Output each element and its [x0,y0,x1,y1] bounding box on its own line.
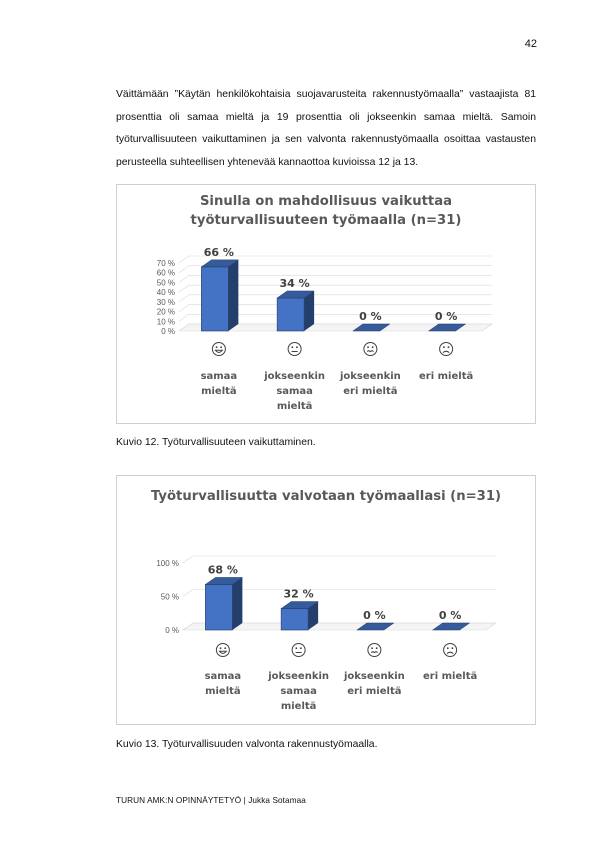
gridline-side [178,314,190,322]
category-label: eri mieltä [347,686,401,697]
data-label: 68 % [208,563,238,576]
bar-0 [200,259,240,332]
gridline-side [178,294,190,303]
category-label: samaa [205,671,242,682]
category-label: jokseenkin [343,671,405,682]
chart-title-line: Työturvallisuutta valvotaan työmaallasi … [151,489,501,504]
category-label: samaa [280,686,317,697]
data-label: 0 % [435,310,458,323]
bar-0 [204,577,244,631]
bar-1 [280,601,319,631]
neutral-face-icon [291,643,306,657]
data-label: 0 % [439,609,462,622]
category-label: eri mieltä [419,371,473,382]
data-label: 0 % [359,310,382,323]
bar-1 [276,290,315,332]
neutral-face-icon [287,342,302,356]
gridline-side [178,275,190,283]
category-label: samaa [276,386,313,397]
chart-title-line: työturvallisuuteen työmaalla (n=31) [191,213,462,228]
page-footer: TURUN AMK:N OPINNÄYTETYÖ | Jukka Sotamaa [116,796,306,805]
y-tick-label: 20 % [157,308,175,317]
category-label: mieltä [277,401,313,412]
chart-13: Työturvallisuutta valvotaan työmaallasi … [116,475,536,725]
y-tick-label: 50 % [157,278,175,287]
data-label: 32 % [284,588,314,601]
gridline-side [178,284,190,293]
data-label: 34 % [280,277,310,290]
tense-face-icon [363,342,378,356]
bar-2 [352,323,391,332]
grinning-face-icon [215,643,230,657]
grinning-face-icon [211,342,226,356]
y-tick-label: 100 % [156,559,179,568]
chart-12: Sinulla on mahdollisuus vaikuttaa työturv… [116,184,536,424]
chart-title-line: Sinulla on mahdollisuus vaikuttaa [200,194,452,209]
data-label: 0 % [363,609,386,622]
gridline-side [182,622,194,631]
page-number: 42 [524,38,537,50]
y-tick-label: 40 % [157,288,175,297]
category-label: samaa [201,371,238,382]
frowning-face-icon [443,643,458,657]
bar-2 [356,622,395,631]
tense-face-icon [367,643,382,657]
category-label: eri mieltä [343,386,397,397]
figure-12-caption: Kuvio 12. Työturvallisuuteen vaikuttamin… [116,437,316,448]
bar-3 [431,622,471,631]
y-tick-label: 50 % [161,593,179,602]
y-tick-label: 70 % [157,259,175,268]
gridline-side [178,304,190,312]
gridline-side [178,255,190,264]
bar-3 [427,323,467,332]
figure-13-caption: Kuvio 13. Työturvallisuuden valvonta rak… [116,739,378,750]
data-label: 66 % [204,246,234,259]
chart-12-svg: Sinulla on mahdollisuus vaikuttaa työturv… [157,194,493,412]
gridline-side [182,555,194,564]
y-tick-label: 0 % [161,327,175,336]
y-tick-label: 0 % [165,626,179,635]
chart-13-svg: Työturvallisuutta valvotaan työmaallasi … [151,489,501,712]
y-tick-label: 10 % [157,317,175,326]
category-label: jokseenkin [339,371,401,382]
gridline-side [178,265,190,273]
y-tick-label: 60 % [157,269,175,278]
gridline-side [182,589,194,597]
category-label: jokseenkin [263,371,325,382]
category-label: mieltä [201,386,237,397]
category-label: jokseenkin [267,671,329,682]
gridline-side [178,323,190,332]
frowning-face-icon [439,342,454,356]
body-paragraph: Väittämään ”Käytän henkilökohtaisia suoj… [116,89,536,168]
category-label: eri mieltä [423,671,477,682]
category-label: mieltä [281,701,317,712]
y-tick-label: 30 % [157,298,175,307]
category-label: mieltä [205,686,241,697]
